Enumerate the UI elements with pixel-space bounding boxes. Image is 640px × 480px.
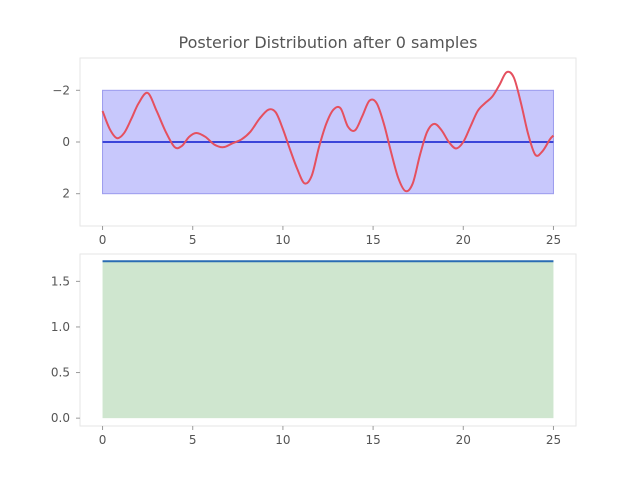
bottom-y-tick-label: 1.0 <box>51 320 70 334</box>
figure-title: Posterior Distribution after 0 samples <box>179 33 478 52</box>
bottom-x-tick-label: 0 <box>99 433 107 447</box>
top-lines-group <box>101 70 555 193</box>
bottom-axes: 0 5 10 15 20 25 0.0 0.5 1.0 1.5 <box>51 253 577 447</box>
top-x-tick-label: 20 <box>456 233 471 247</box>
top-x-tick-label: 5 <box>189 233 197 247</box>
bottom-x-tick-label: 25 <box>546 433 561 447</box>
bottom-y-tick-label: 1.5 <box>51 274 70 288</box>
top-y-ticks: −2 0 2 <box>52 83 80 201</box>
bottom-x-tick-label: 5 <box>189 433 197 447</box>
bottom-x-tick-label: 20 <box>456 433 471 447</box>
bottom-area-fill <box>102 261 554 419</box>
top-y-tick-label: 0 <box>62 135 70 149</box>
top-x-tick-label: 10 <box>275 233 290 247</box>
bottom-x-ticks: 0 5 10 15 20 25 <box>99 426 561 447</box>
sample-line <box>101 70 555 193</box>
top-x-tick-label: 15 <box>365 233 380 247</box>
bottom-axes-frame <box>79 253 577 427</box>
bottom-y-tick-label: 0.0 <box>51 411 70 425</box>
top-axes: 0 5 10 15 20 25 −2 0 2 <box>52 57 577 247</box>
bottom-y-ticks: 0.0 0.5 1.0 1.5 <box>51 274 80 425</box>
top-x-tick-label: 0 <box>99 233 107 247</box>
top-y-tick-label: 2 <box>62 187 70 201</box>
bottom-area-group <box>102 261 554 419</box>
bottom-x-tick-label: 15 <box>365 433 380 447</box>
bottom-y-tick-label: 0.5 <box>51 366 70 380</box>
top-y-tick-label: −2 <box>52 83 70 97</box>
bottom-x-tick-label: 10 <box>275 433 290 447</box>
top-x-ticks: 0 5 10 15 20 25 <box>99 226 561 247</box>
top-x-tick-label: 25 <box>546 233 561 247</box>
